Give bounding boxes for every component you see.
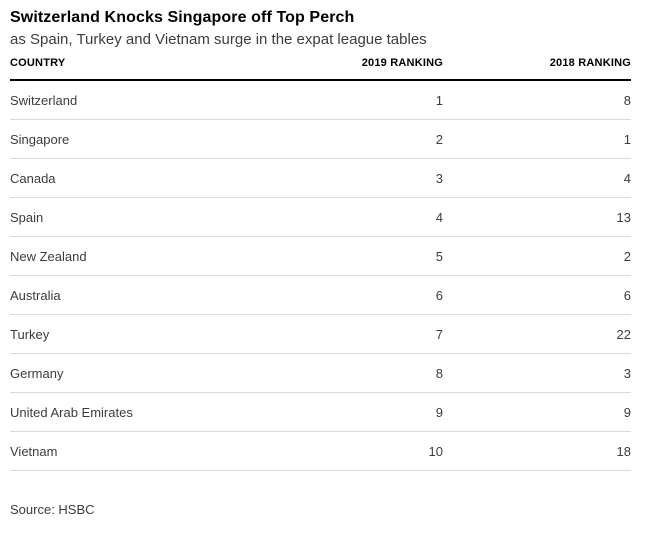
table-row: Turkey 7 22	[10, 315, 631, 354]
country-cell: Australia	[10, 287, 61, 303]
table-row: Vietnam 10 18	[10, 432, 631, 471]
country-cell: Switzerland	[10, 92, 78, 108]
country-cell: Singapore	[10, 131, 70, 147]
rank-2019-cell: 5	[435, 248, 443, 264]
column-header-2019-ranking: 2019 RANKING	[361, 57, 443, 69]
rank-2018-cell: 4	[623, 170, 631, 186]
country-cell: Canada	[10, 170, 56, 186]
rank-2019-cell: 3	[435, 170, 443, 186]
rank-2018-cell: 1	[623, 131, 631, 147]
page-subtitle: as Spain, Turkey and Vietnam surge in th…	[10, 31, 427, 48]
rank-2019-cell: 10	[428, 443, 443, 459]
rank-2018-cell: 13	[616, 209, 631, 225]
table-row: Spain 4 13	[10, 198, 631, 237]
column-header-2018-ranking: 2018 RANKING	[549, 57, 631, 69]
table-row: Germany 8 3	[10, 354, 631, 393]
rank-2018-cell: 3	[623, 365, 631, 381]
rank-2019-cell: 4	[435, 209, 443, 225]
table-header-row: COUNTRY 2019 RANKING 2018 RANKING	[10, 49, 631, 81]
table-row: Australia 6 6	[10, 276, 631, 315]
country-cell: Vietnam	[10, 443, 58, 459]
rank-2019-cell: 8	[435, 365, 443, 381]
table-row: Canada 3 4	[10, 159, 631, 198]
rank-2019-cell: 6	[435, 287, 443, 303]
rank-2019-cell: 2	[435, 131, 443, 147]
column-header-country: COUNTRY	[10, 57, 66, 69]
country-cell: Germany	[10, 365, 64, 381]
country-cell: United Arab Emirates	[10, 404, 133, 420]
rank-2019-cell: 1	[435, 92, 443, 108]
rank-2018-cell: 6	[623, 287, 631, 303]
country-cell: New Zealand	[10, 248, 87, 264]
source-note: Source: HSBC	[10, 502, 95, 517]
rank-2019-cell: 9	[435, 404, 443, 420]
rank-2018-cell: 9	[623, 404, 631, 420]
country-cell: Turkey	[10, 326, 50, 342]
rank-2018-cell: 22	[616, 326, 631, 342]
rank-2018-cell: 2	[623, 248, 631, 264]
table-body: Switzerland 1 8 Singapore 2 1 Canada 3 4 Spain 4 13…	[10, 81, 631, 471]
rank-2019-cell: 7	[435, 326, 443, 342]
page-title: Switzerland Knocks Singapore off Top Per…	[10, 9, 355, 26]
table-row: Singapore 2 1	[10, 120, 631, 159]
rank-2018-cell: 8	[623, 92, 631, 108]
table-row: New Zealand 5 2	[10, 237, 631, 276]
rank-2018-cell: 18	[616, 443, 631, 459]
country-cell: Spain	[10, 209, 44, 225]
table-row: United Arab Emirates 9 9	[10, 393, 631, 432]
table-row: Switzerland 1 8	[10, 81, 631, 120]
